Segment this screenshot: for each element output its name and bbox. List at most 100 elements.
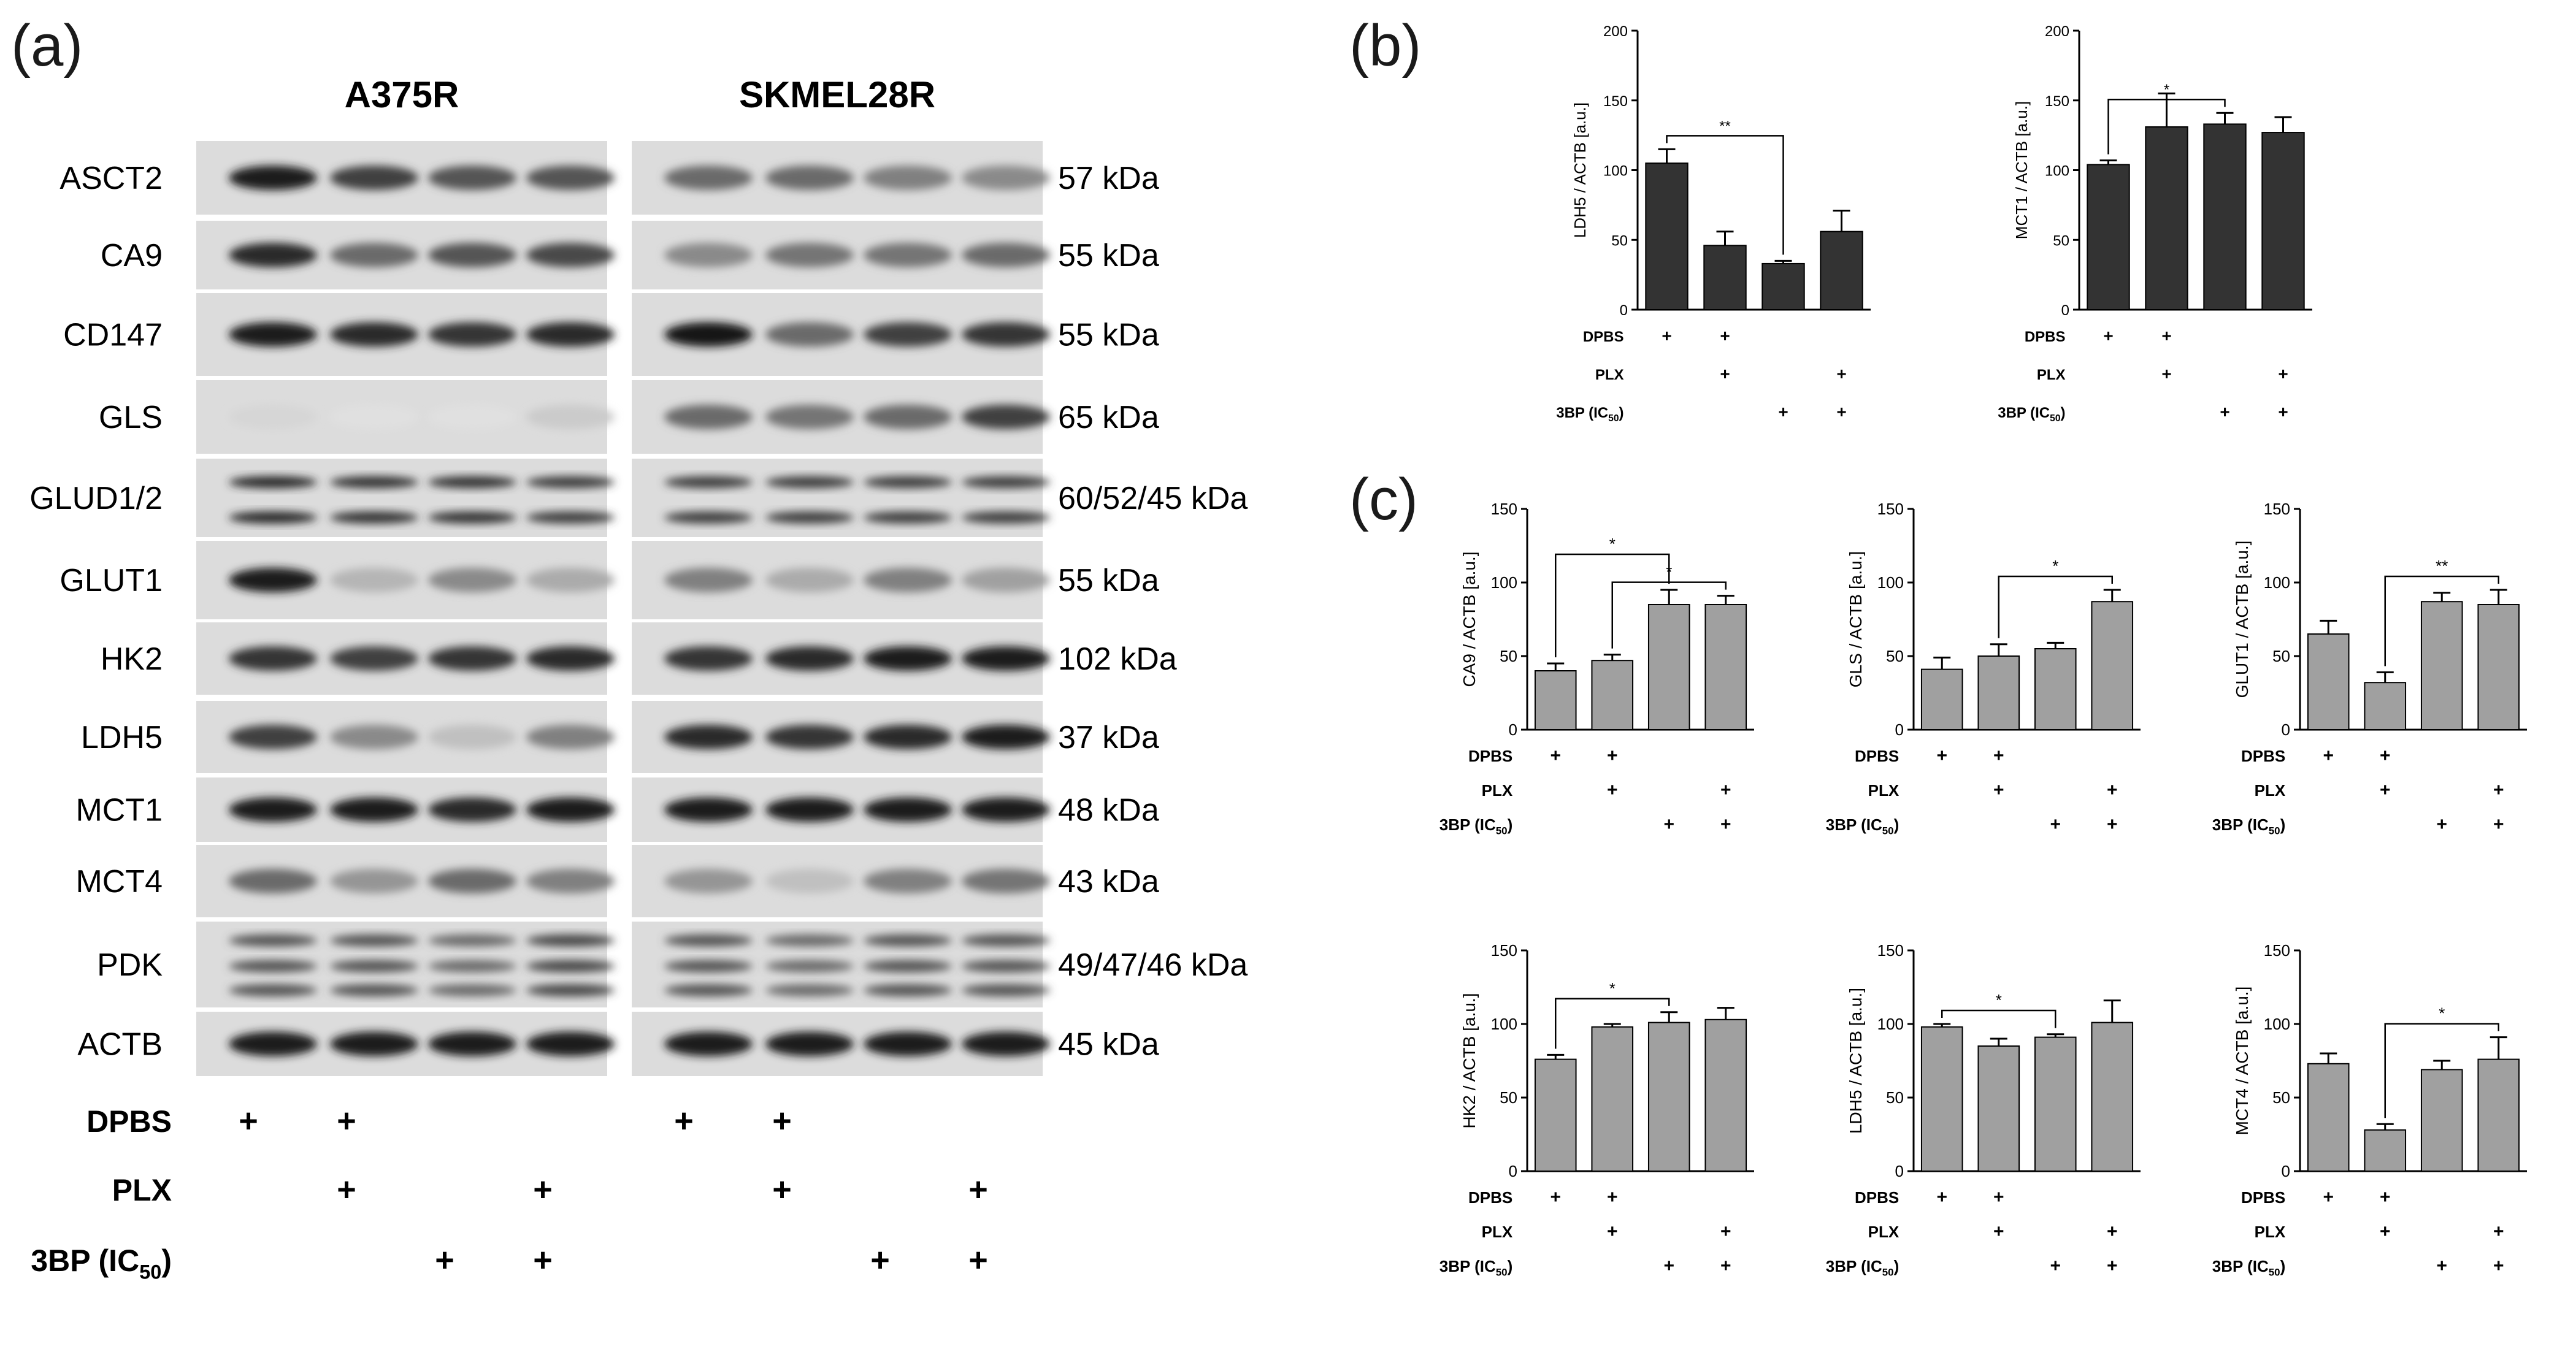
treatment-plus: + bbox=[772, 1102, 792, 1139]
treatment-label-3-text: 3BP (IC bbox=[1998, 405, 2050, 421]
blot-band bbox=[229, 960, 317, 972]
blot-band bbox=[330, 934, 418, 947]
treatment-plus: + bbox=[1607, 746, 1618, 766]
treatment-plus: + bbox=[2161, 326, 2171, 345]
blot-band bbox=[864, 725, 952, 749]
y-tick-label: 0 bbox=[1509, 720, 1517, 739]
y-axis-label: GLS / ACTB [a.u.] bbox=[1846, 551, 1865, 688]
blot-band bbox=[864, 166, 952, 190]
blot-band bbox=[962, 646, 1050, 671]
treatment-plus: + bbox=[2493, 1221, 2504, 1242]
blot-band bbox=[428, 869, 516, 893]
blot-band bbox=[428, 934, 516, 947]
blot-band bbox=[428, 322, 516, 347]
blot-band bbox=[428, 960, 516, 972]
significance-bracket bbox=[2384, 575, 2499, 667]
treatment-plus: + bbox=[1550, 746, 1561, 766]
blot-band bbox=[428, 166, 516, 190]
bar-1 bbox=[2307, 633, 2350, 730]
blot-band bbox=[330, 646, 418, 671]
treatment-plus: + bbox=[2050, 814, 2061, 835]
blot-band bbox=[526, 243, 615, 267]
blot-band bbox=[428, 1031, 516, 1056]
significance-bracket bbox=[1666, 135, 1784, 255]
y-tick-label: 50 bbox=[2272, 1088, 2290, 1107]
treatment-label-2-text: PLX bbox=[1482, 781, 1513, 800]
y-tick-label: 50 bbox=[2053, 232, 2069, 249]
blot-band bbox=[330, 797, 418, 822]
treatment-plus: + bbox=[1993, 1187, 2004, 1207]
blot-band bbox=[765, 934, 854, 947]
significance-label: * bbox=[1666, 563, 1672, 581]
bar-4 bbox=[2261, 132, 2305, 310]
treatment-label-3-text: 3BP (IC bbox=[31, 1243, 139, 1278]
y-tick-label: 100 bbox=[2264, 1015, 2290, 1033]
significance-bracket bbox=[2384, 1023, 2499, 1118]
panel-label-a: (a) bbox=[11, 13, 83, 78]
treatment-label-3-suffix: ) bbox=[1508, 816, 1513, 834]
blot-band bbox=[864, 568, 952, 592]
blot-band bbox=[526, 869, 615, 893]
protein-label-7: HK2 bbox=[101, 641, 163, 677]
y-axis-label: HK2 / ACTB [a.u.] bbox=[1460, 993, 1479, 1129]
treatment-label-3: 3BP (IC50) bbox=[31, 1243, 172, 1283]
y-tick-label: 150 bbox=[2264, 500, 2290, 518]
blot-band bbox=[428, 476, 516, 489]
blot-band bbox=[526, 568, 615, 592]
treatment-label-3-text: 3BP (IC bbox=[2212, 816, 2269, 834]
treatment-plus: + bbox=[2323, 746, 2334, 766]
western-blot-panel: A375R SKMEL28R ASCT2 57 kDa CA9 55 kDa CD147 55… bbox=[29, 74, 1248, 1283]
bar-4 bbox=[2091, 1022, 2134, 1172]
y-tick-label: 50 bbox=[1500, 647, 1517, 665]
blot-band bbox=[864, 511, 952, 524]
bar-1 bbox=[2307, 1063, 2350, 1172]
chart-c-mct4: 0 50 100 150 MCT4 / ACTB [a.u.] * DPBS + + PLX + +3… bbox=[2212, 941, 2527, 1278]
y-axis-label: LDH5 / ACTB [a.u.] bbox=[1846, 988, 1865, 1134]
blot-band bbox=[526, 405, 615, 429]
treatment-label-2-text: PLX bbox=[112, 1173, 172, 1207]
bar-1 bbox=[1920, 1026, 1963, 1172]
treatment-label-1: DPBS bbox=[1583, 329, 1624, 345]
bar-3 bbox=[2420, 1069, 2463, 1172]
kda-label-11: 49/47/46 kDa bbox=[1058, 947, 1248, 983]
treatment-label-3-suffix: ) bbox=[1894, 816, 1899, 834]
protein-label-6: GLUT1 bbox=[59, 563, 163, 598]
treatment-plus: + bbox=[1993, 746, 2004, 766]
significance-bracket bbox=[2107, 98, 2226, 155]
blot-band bbox=[864, 960, 952, 972]
blot-band bbox=[664, 960, 753, 972]
blot-band bbox=[864, 243, 952, 267]
blot-band bbox=[864, 405, 952, 429]
y-tick-label: 150 bbox=[1877, 500, 1904, 518]
blot-band bbox=[664, 646, 753, 671]
treatment-label-1-text: DPBS bbox=[2241, 747, 2285, 765]
treatment-plus: + bbox=[2436, 1256, 2447, 1276]
blot-band bbox=[428, 405, 516, 429]
kda-label-9: 48 kDa bbox=[1058, 793, 1159, 828]
significance-label: ** bbox=[2436, 557, 2448, 575]
blot-band bbox=[664, 984, 753, 996]
blot-band bbox=[962, 511, 1050, 524]
blot-band bbox=[526, 934, 615, 947]
y-tick-label: 150 bbox=[2264, 941, 2290, 960]
treatment-plus: + bbox=[1720, 814, 1731, 835]
blot-band bbox=[330, 405, 418, 429]
blot-band bbox=[962, 243, 1050, 267]
treatment-plus: + bbox=[2380, 780, 2391, 800]
blot-band bbox=[765, 511, 854, 524]
cell-line-label-2: SKMEL28R bbox=[739, 74, 935, 115]
treatment-label-2: PLX bbox=[2255, 781, 2286, 800]
y-tick-label: 0 bbox=[1895, 720, 1904, 739]
treatment-plus: + bbox=[435, 1242, 454, 1278]
y-tick-label: 50 bbox=[1886, 647, 1904, 665]
treatment-label-2-text: PLX bbox=[1868, 1223, 1899, 1241]
kda-label-8: 37 kDa bbox=[1058, 720, 1159, 755]
treatment-plus: + bbox=[2220, 402, 2229, 421]
treatment-label-2: PLX bbox=[2255, 1223, 2286, 1241]
treatment-label-2-text: PLX bbox=[2255, 1223, 2286, 1241]
treatment-plus: + bbox=[1607, 1221, 1618, 1242]
bar-2 bbox=[2364, 1129, 2407, 1172]
treatment-label-1-text: DPBS bbox=[1855, 1188, 1899, 1207]
significance-label: ** bbox=[1719, 118, 1731, 134]
y-axis-label: CA9 / ACTB [a.u.] bbox=[1460, 552, 1479, 687]
